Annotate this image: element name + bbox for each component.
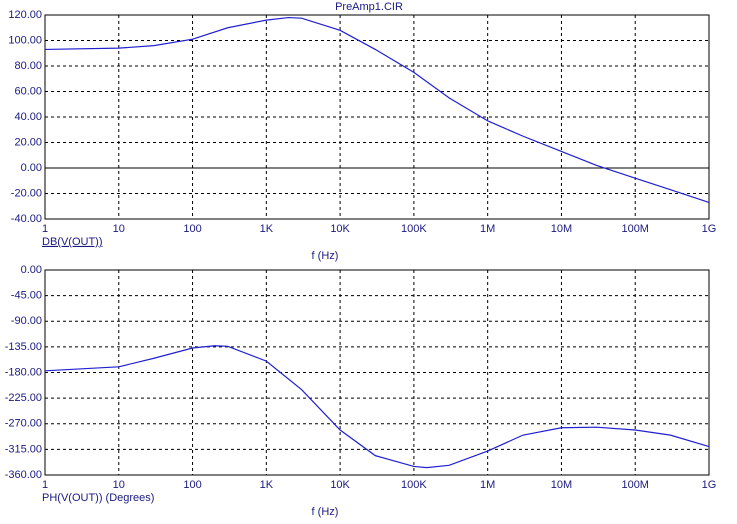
legend-label: DB(V(OUT)) <box>42 236 103 248</box>
y-tick-label: 100.00 <box>8 34 42 46</box>
x-tick-label: 10M <box>551 223 572 235</box>
y-tick-label: -20.00 <box>11 187 42 199</box>
y-tick-label: -180.00 <box>5 366 42 378</box>
x-tick-label: 100M <box>621 223 649 235</box>
x-tick-label: 10K <box>330 479 350 491</box>
x-tick-label: 1G <box>702 479 717 491</box>
y-tick-label: -90.00 <box>11 315 42 327</box>
x-tick-label: 1M <box>480 223 495 235</box>
series-line <box>44 16 710 203</box>
y-tick-label: -360.00 <box>5 469 42 481</box>
x-tick-label: 10K <box>330 223 350 235</box>
y-tick-label: 80.00 <box>14 60 42 72</box>
series-line <box>44 345 710 469</box>
x-tick-label: 1K <box>260 223 274 235</box>
y-tick-label: 0.00 <box>21 264 42 276</box>
x-tick-label: 10M <box>551 479 572 491</box>
y-tick-label: -270.00 <box>5 418 42 430</box>
y-tick-label: 0.00 <box>21 162 42 174</box>
chart-title: PreAmp1.CIR <box>335 1 403 13</box>
y-tick-label: 60.00 <box>14 85 42 97</box>
y-tick-label: 120.00 <box>8 9 42 21</box>
x-tick-label: 100M <box>621 479 649 491</box>
x-tick-label: 10 <box>113 223 125 235</box>
x-tick-label: 1G <box>702 223 717 235</box>
y-tick-label: -225.00 <box>5 392 42 404</box>
x-tick-label: 1 <box>42 479 48 491</box>
x-tick-label: 10 <box>113 479 125 491</box>
y-tick-label: -40.00 <box>11 213 42 225</box>
x-tick-label: 100 <box>183 479 201 491</box>
x-tick-label: 1K <box>260 479 274 491</box>
y-tick-label: -135.00 <box>5 341 42 353</box>
x-axis-label: f (Hz) <box>312 250 339 262</box>
x-tick-label: 1 <box>42 223 48 235</box>
x-tick-label: 100K <box>401 479 427 491</box>
y-tick-label: -315.00 <box>5 443 42 455</box>
x-axis-label: f (Hz) <box>312 506 339 518</box>
x-tick-label: 100 <box>183 223 201 235</box>
x-tick-label: 100K <box>401 223 427 235</box>
legend-label: PH(V(OUT)) (Degrees) <box>42 492 154 504</box>
y-tick-label: -45.00 <box>11 290 42 302</box>
y-tick-label: 40.00 <box>14 111 42 123</box>
x-tick-label: 1M <box>480 479 495 491</box>
y-tick-label: 20.00 <box>14 136 42 148</box>
